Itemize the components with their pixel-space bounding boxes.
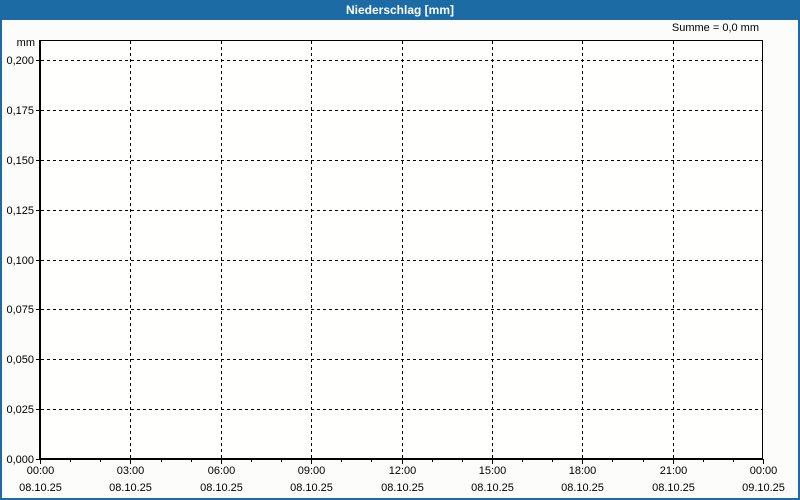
x-tick-date-label: 08.10.25 [290,482,333,494]
x-tick-date-label: 08.10.25 [652,482,695,494]
y-tick-label: 0,150 [6,155,34,167]
x-tick-date-label: 08.10.25 [561,482,604,494]
tick-marks [36,60,764,464]
y-tick-label: 0,125 [6,205,34,217]
x-tick-time-label: 21:00 [660,465,688,477]
title-bar: Niederschlag [mm] [0,0,800,20]
y-tick-label: 0,050 [6,354,34,366]
x-tick-date-label: 08.10.25 [109,482,152,494]
sum-annotation: Summe = 0,0 mm [671,22,759,34]
plot-area [40,40,763,459]
y-tick-label: 0,175 [6,105,34,117]
x-tick-date-label: 08.10.25 [471,482,514,494]
x-tick-time-label: 00:00 [750,465,778,477]
x-tick-date-label: 08.10.25 [19,482,62,494]
y-tick-label: 0,025 [6,404,34,416]
x-tick-date-label: 09.10.25 [742,482,785,494]
y-axis-unit-label: mm [17,37,35,49]
y-tick-label: 0,000 [6,454,34,466]
y-tick-label: 0,200 [6,55,34,67]
chart-title: Niederschlag [mm] [345,3,455,17]
axis-labels: mm 0,000 0,025 0,050 0,075 0,100 0,125 0,150 0,1… [6,37,784,494]
plot-box [39,40,763,460]
y-tick-label: 0,100 [6,255,34,267]
x-tick-time-label: 15:00 [479,465,507,477]
x-tick-time-label: 12:00 [389,465,417,477]
x-tick-date-label: 08.10.25 [381,482,424,494]
x-tick-time-label: 06:00 [208,465,236,477]
gridlines [41,41,762,458]
x-tick-time-label: 18:00 [569,465,597,477]
x-tick-time-label: 09:00 [298,465,326,477]
x-tick-time-label: 03:00 [117,465,145,477]
x-tick-time-label: 00:00 [27,465,55,477]
y-tick-label: 0,075 [6,304,34,316]
x-tick-date-label: 08.10.25 [200,482,243,494]
